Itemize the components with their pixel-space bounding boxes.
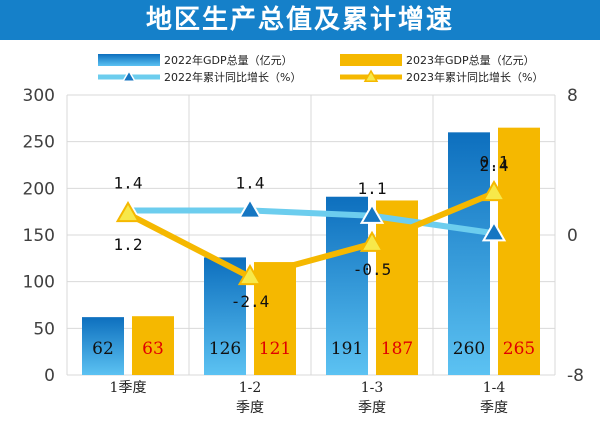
- bar: [132, 316, 174, 375]
- bar-value-label: 191: [331, 339, 363, 359]
- category-label: 1-3: [361, 380, 384, 396]
- bar-value-label: 187: [381, 339, 413, 359]
- left-tick-label: 150: [23, 226, 55, 246]
- bar-value-label: 62: [92, 339, 114, 359]
- bar-value-label: 126: [209, 339, 241, 359]
- bar-value-label: 265: [503, 339, 535, 359]
- bar-value-label: 260: [453, 339, 485, 359]
- title-bar: [0, 0, 600, 40]
- legend: 2022年GDP总量（亿元） 2023年GDP总量（亿元） 2022年累计同比增长（…: [98, 53, 543, 84]
- bar-value-label: 121: [259, 339, 291, 359]
- line-point-marker: [481, 179, 507, 202]
- line-point-marker: [359, 202, 385, 224]
- legend-label: 2022年GDP总量（亿元）: [164, 53, 293, 67]
- legend-label: 2022年累计同比增长（%）: [164, 70, 301, 84]
- legend-swatch: [340, 54, 402, 66]
- line-point-marker: [115, 200, 141, 223]
- line-value-label: -2.4: [231, 292, 270, 311]
- line-value-label: 1.4: [114, 174, 143, 193]
- left-tick-label: 200: [23, 179, 55, 199]
- category-label: 季度: [480, 400, 508, 416]
- legend-marker: [363, 69, 379, 82]
- legend-label: 2023年累计同比增长（%）: [406, 70, 543, 84]
- line-value-label: 0.1: [480, 152, 509, 171]
- bar-layer: [82, 127, 540, 376]
- category-label: 1-4: [483, 380, 506, 396]
- line-point-marker: [359, 230, 385, 252]
- line-point-marker: [237, 263, 263, 286]
- line-point-marker: [481, 220, 507, 242]
- bar: [448, 132, 490, 375]
- category-label: 季度: [236, 400, 264, 416]
- left-tick-label: 50: [33, 319, 55, 339]
- bar: [204, 257, 246, 375]
- data-label-layer: 62 126 191 260 63 121 187 265 1.4 1.4 1.1 0.1 1.2 -2.…: [92, 152, 535, 359]
- line-value-label: 1.2: [114, 235, 143, 254]
- left-tick-label: 100: [23, 273, 55, 293]
- right-tick-label: 0: [567, 226, 578, 246]
- chart-title: 地区生产总值及累计增速: [145, 5, 454, 35]
- category-label: 季度: [358, 400, 386, 416]
- bar-value-label: 63: [142, 339, 164, 359]
- left-axis: 0 50 100 150 200 250 300: [23, 86, 55, 386]
- bar: [82, 317, 124, 375]
- left-tick-label: 300: [23, 86, 55, 106]
- right-tick-label: -8: [567, 366, 584, 386]
- category-label: 1-2: [239, 380, 262, 396]
- right-axis: -8 0 8: [567, 86, 584, 386]
- bar: [498, 127, 540, 376]
- bar: [326, 196, 368, 375]
- bar: [254, 262, 296, 375]
- category-axis: 1季度 1-2 季度 1-3 季度 1-4 季度: [110, 380, 508, 416]
- line-value-label: -0.5: [353, 260, 392, 279]
- category-label: 1季度: [110, 380, 147, 396]
- series-line: [126, 190, 496, 280]
- legend-label: 2023年GDP总量（亿元）: [406, 53, 535, 67]
- line-value-label: 1.4: [236, 174, 265, 193]
- line-point-marker: [237, 197, 263, 219]
- right-tick-label: 8: [567, 86, 578, 106]
- series-line: [128, 207, 495, 237]
- legend-marker: [121, 69, 137, 82]
- line-value-label: 2.4: [480, 156, 509, 175]
- line-value-label: 1.1: [358, 179, 387, 198]
- left-tick-label: 250: [23, 133, 55, 153]
- left-tick-label: 0: [44, 366, 55, 386]
- line-layer: [115, 179, 507, 286]
- legend-swatch: [98, 54, 160, 66]
